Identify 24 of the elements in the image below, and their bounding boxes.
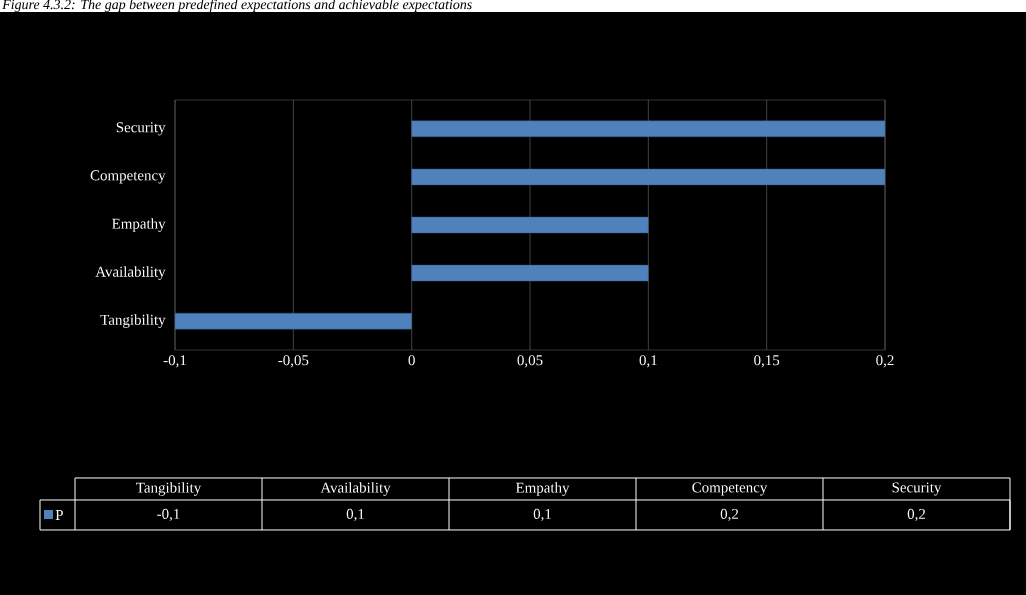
y-tick-label: Availability: [95, 266, 166, 280]
x-tick-label: 0,05: [517, 355, 543, 368]
x-tick-label: -0,05: [278, 355, 309, 368]
x-tick-label: -0,1: [163, 355, 186, 368]
y-tick-label: Security: [116, 122, 166, 136]
y-tick-label: Tangibility: [100, 314, 166, 328]
text: 0,1: [533, 508, 551, 522]
text: 0,1: [346, 508, 364, 522]
legend-label: P: [55, 510, 63, 520]
category-label: Competency: [692, 482, 768, 496]
y-tick-label: Empathy: [112, 218, 166, 232]
category-label: Tangibility: [136, 482, 202, 496]
chart-title: Figure 4.3.2: The gap between predefined expectations and achievable expectations: [2, 0, 472, 12]
x-tick-label: 0,1: [639, 355, 657, 368]
category-label: Availability: [320, 482, 391, 496]
text: 0,2: [720, 508, 739, 522]
text: -0,1: [157, 508, 180, 522]
x-tick-label: 0: [408, 355, 415, 366]
category-label: Security: [892, 482, 942, 496]
y-tick-label: Competency: [90, 170, 166, 184]
text: 0,2: [907, 508, 926, 522]
x-tick-label: 0,15: [754, 355, 780, 368]
x-tick-label: 0,2: [876, 355, 894, 368]
category-label: Empathy: [515, 482, 570, 496]
